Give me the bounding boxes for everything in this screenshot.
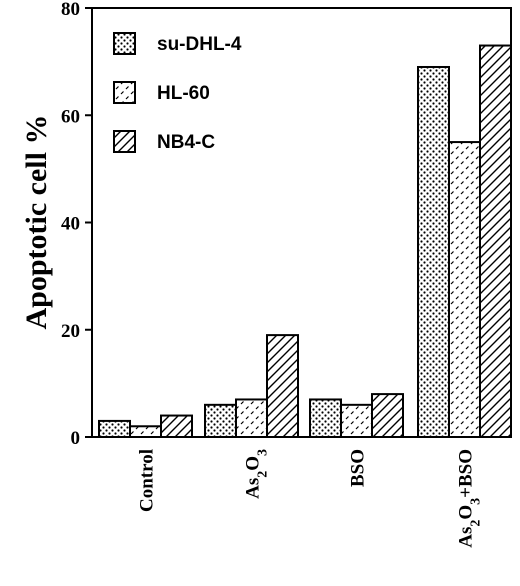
- y-tick-label: 60: [61, 106, 80, 127]
- bars: [98, 44, 512, 439]
- x-category-label-part: O: [456, 505, 477, 520]
- bar-HL-60-Control: [129, 425, 162, 438]
- x-category-label-part: 3: [255, 449, 270, 456]
- x-category-label-part: O: [243, 456, 264, 471]
- legend-swatch-su-DHL-4: [113, 32, 136, 55]
- x-category-label: As2O3: [243, 449, 271, 499]
- legend: su-DHL-4 HL-60 NB4-C: [113, 32, 242, 153]
- y-axis: 0 20 40 60 80: [61, 0, 92, 449]
- bar-NB4-C-BSO: [371, 393, 404, 439]
- bar-su-DHL-4-Control: [98, 419, 131, 439]
- x-category-label-part: As: [243, 478, 264, 499]
- y-tick-label: 0: [71, 428, 81, 449]
- x-category-label-part: As: [456, 527, 477, 548]
- legend-swatch-NB4-C: [113, 130, 136, 153]
- bar-HL-60-As2O3+BSO: [448, 141, 481, 438]
- bar-HL-60-BSO: [340, 403, 373, 439]
- legend-label: HL-60: [157, 83, 210, 104]
- legend-label: su-DHL-4: [157, 34, 242, 55]
- bar-NB4-C-As2O3+BSO: [479, 44, 512, 438]
- bar-HL-60-As2O3: [235, 398, 268, 438]
- y-tick-label: 80: [61, 0, 80, 20]
- bar-NB4-C-Control: [160, 414, 193, 438]
- x-category-label: Control: [137, 449, 158, 512]
- bar-su-DHL-4-As2O3+BSO: [417, 65, 450, 439]
- y-tick-label: 20: [61, 321, 80, 342]
- x-category-label-part: Control: [137, 449, 158, 512]
- bar-su-DHL-4-BSO: [309, 398, 342, 438]
- bar-su-DHL-4-As2O3: [204, 403, 237, 439]
- y-axis-label: Apoptotic cell %: [20, 115, 53, 330]
- legend-swatch-HL-60: [113, 81, 136, 104]
- x-category-label-part: 2: [255, 471, 270, 478]
- x-category-label-part: BSO: [348, 449, 369, 487]
- x-category-label-part: 3: [468, 498, 483, 505]
- x-category-label-part: 2: [468, 520, 483, 527]
- y-tick-label: 40: [61, 214, 80, 235]
- x-category-label-part: +BSO: [456, 449, 477, 498]
- legend-label: NB4-C: [157, 132, 215, 153]
- bar-NB4-C-As2O3: [266, 334, 299, 438]
- x-category-label: As2O3+BSO: [456, 449, 484, 548]
- x-category-label: BSO: [348, 449, 369, 487]
